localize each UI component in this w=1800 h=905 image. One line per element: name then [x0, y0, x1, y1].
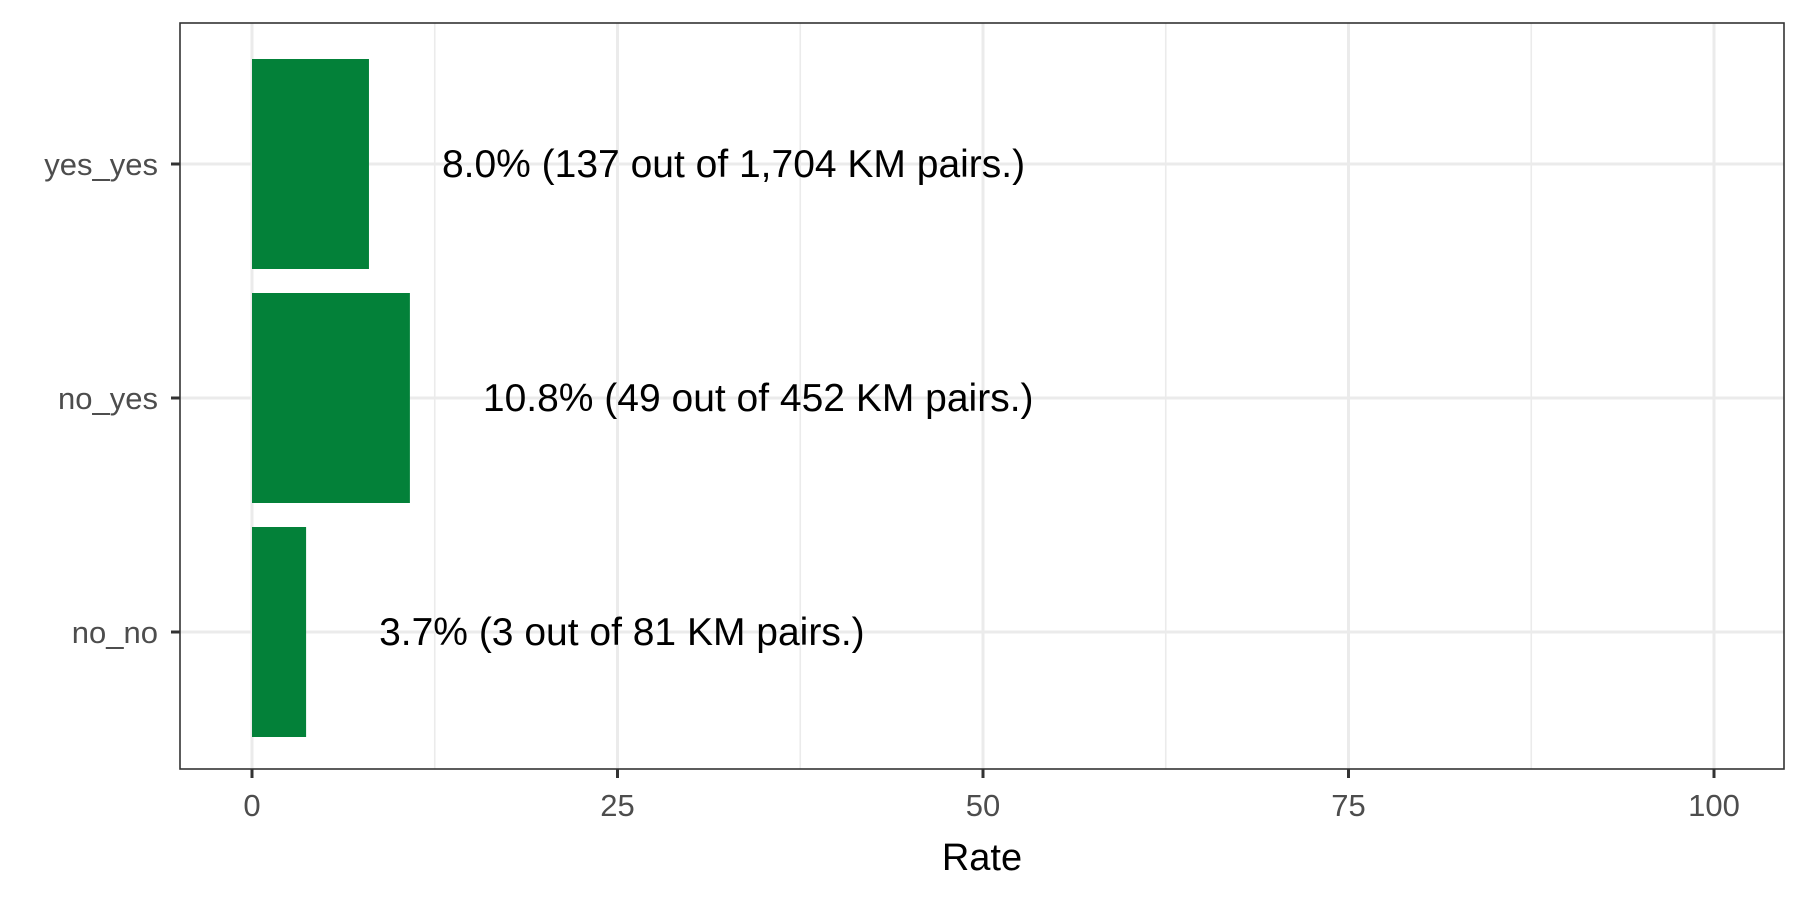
grid-layer — [180, 23, 1784, 769]
y-tick-label-yes_yes: yes_yes — [44, 147, 158, 182]
x-tick-label: 0 — [243, 788, 260, 823]
y-tick-label-no_yes: no_yes — [58, 381, 158, 416]
x-axis-title: Rate — [942, 837, 1022, 879]
x-tick-label: 50 — [966, 788, 1000, 823]
x-tick-label: 100 — [1688, 788, 1740, 823]
data-label-no_no: 3.7% (3 out of 81 KM pairs.) — [379, 611, 865, 654]
data-labels-layer: 3.7% (3 out of 81 KM pairs.) 10.8% (49 ou… — [379, 143, 1033, 654]
bar-no_no — [252, 527, 307, 737]
bar-no_yes — [252, 293, 410, 503]
y-axis: no_no no_yes yes_yes — [44, 147, 180, 650]
bar-yes_yes — [252, 59, 369, 269]
bars-layer — [252, 59, 410, 737]
x-tick-label: 75 — [1331, 788, 1365, 823]
x-tick-label: 25 — [600, 788, 634, 823]
data-label-no_yes: 10.8% (49 out of 452 KM pairs.) — [483, 377, 1034, 420]
y-tick-label-no_no: no_no — [72, 615, 158, 650]
x-axis: 0 25 50 75 100 — [243, 769, 1740, 823]
data-label-yes_yes: 8.0% (137 out of 1,704 KM pairs.) — [442, 143, 1025, 186]
